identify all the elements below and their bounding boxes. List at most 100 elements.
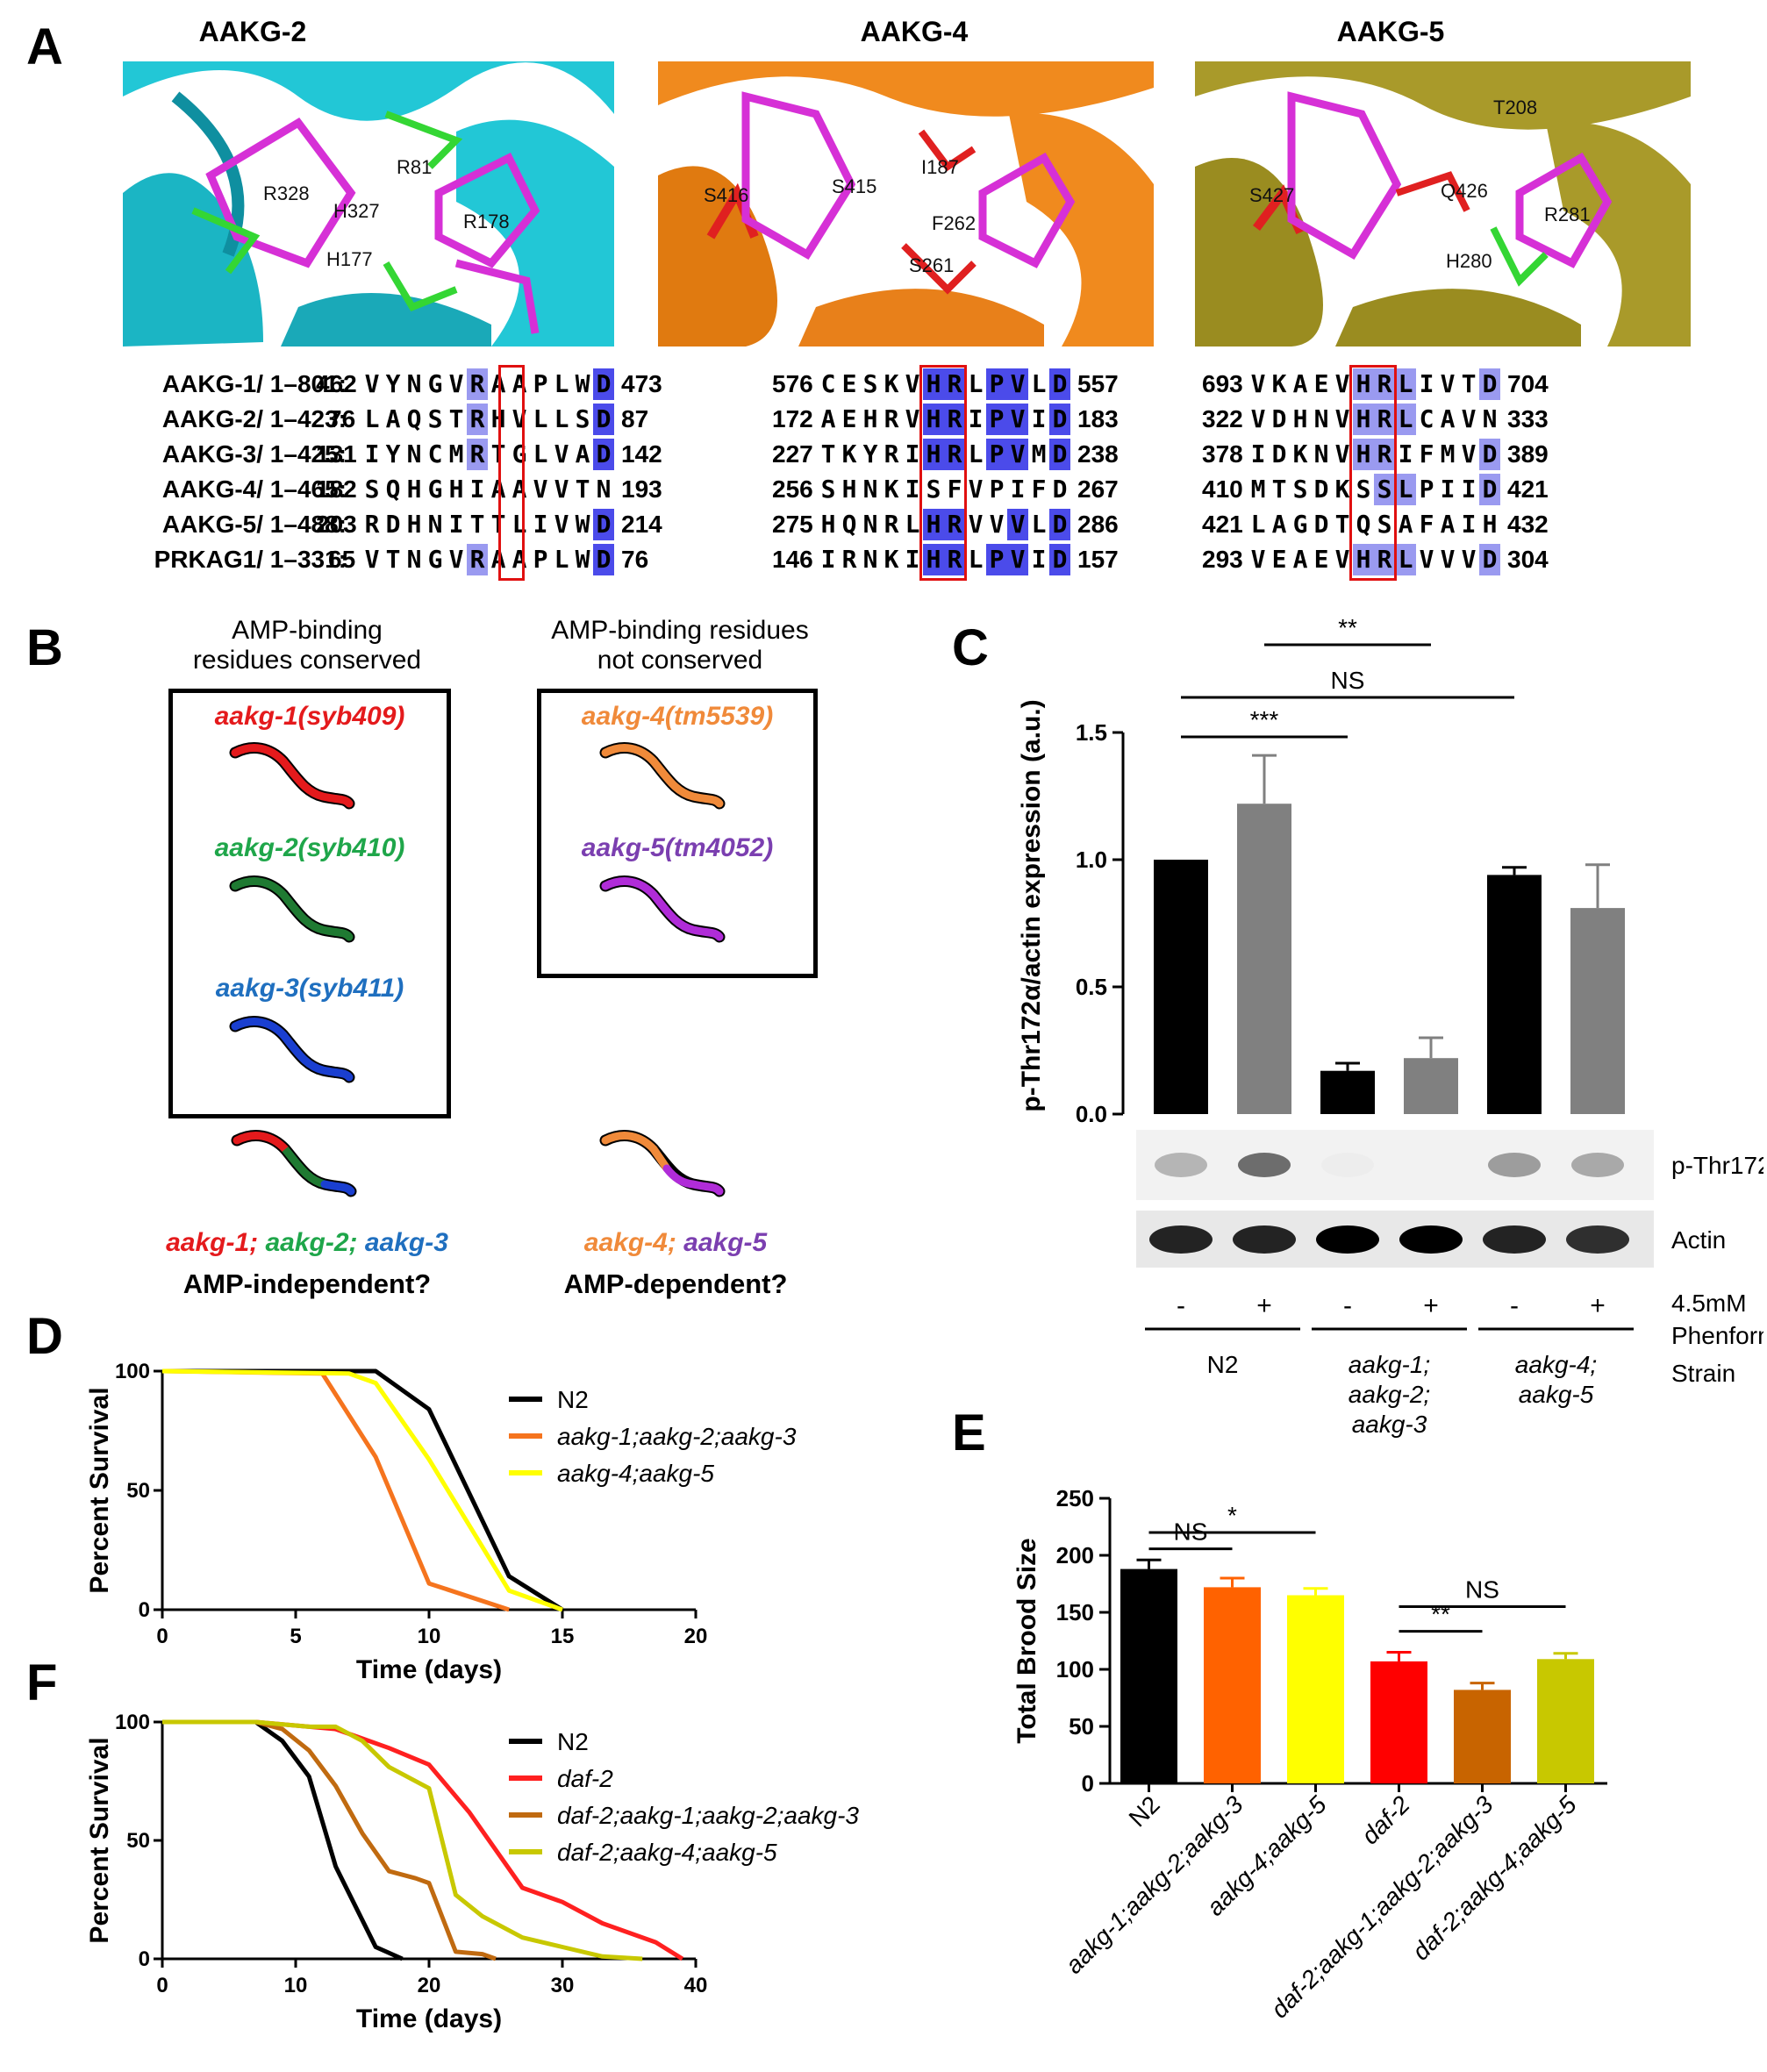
amino-acid: T (385, 545, 401, 574)
amino-acid: I (905, 439, 920, 468)
amino-acid: A (1398, 510, 1413, 539)
amino-acid: A (575, 439, 590, 468)
amino-acid: V (1440, 545, 1456, 574)
alignment-row-name: AAKG-2/ 1–423: (161, 405, 347, 432)
residue-label: R81 (397, 156, 433, 178)
amino-acid: H (862, 404, 878, 433)
alignment-start-position: 322 (1202, 405, 1243, 432)
amino-acid: P (986, 439, 1007, 470)
amino-acid: E (1313, 369, 1329, 398)
category-label: N2 (1124, 1790, 1165, 1832)
amino-acid: P (533, 545, 548, 574)
amino-acid: N (862, 510, 878, 539)
alignment-end-position: 214 (621, 511, 662, 538)
amino-acid: E (1271, 545, 1287, 574)
alignment-start-position: 693 (1202, 370, 1243, 397)
blot-band (1238, 1153, 1291, 1177)
alignment-row-name: AAKG-1/ 1–801: (161, 370, 347, 397)
amino-acid: I (448, 510, 464, 539)
amino-acid: V (1007, 439, 1028, 470)
legend-entry: daf-2;aakg-1;aakg-2;aakg-3 (557, 1802, 859, 1829)
panel-label-d: D (26, 1308, 63, 1365)
amino-acid: I (1419, 369, 1434, 398)
strain-label: aakg-1; (1348, 1351, 1430, 1378)
amino-acid: D (1052, 475, 1068, 504)
significance-label: NS (1331, 667, 1365, 694)
worm-icon (605, 748, 719, 804)
alignment-end-position: 389 (1507, 440, 1549, 468)
amino-acid: N (862, 545, 878, 574)
blot-band (1488, 1153, 1541, 1177)
chart-f-survival: 0 50 100 0 10 20 30 40 Time (days) Percent Surviv… (85, 1711, 859, 2033)
panel-label-e: E (952, 1404, 986, 1461)
y-tick-label: 100 (1056, 1656, 1094, 1683)
alignment-row-name: AAKG-3/ 1–425: (161, 440, 347, 468)
amino-acid: E (841, 404, 857, 433)
amino-acid: V (554, 439, 569, 468)
combo-aakg4: aakg-4; (583, 1228, 676, 1257)
conserved-residue-box (919, 365, 967, 581)
amino-acid: D (1271, 404, 1287, 433)
alignment-row: AAKG-3/ 1–425: 131 I Y N C M R T G L V A D 142 227 T K Y R I… (35, 439, 1728, 474)
amino-acid: D (1049, 544, 1070, 575)
alignment-end-position: 238 (1077, 440, 1119, 468)
amino-acid: V (1007, 404, 1028, 435)
amino-acid: V (1334, 439, 1350, 468)
amino-acid: L (905, 510, 920, 539)
amino-acid: S (926, 475, 941, 504)
amino-acid: D (1479, 368, 1500, 400)
alignment-end-position: 193 (621, 475, 662, 503)
legend-entry: daf-2;aakg-4;aakg-5 (557, 1839, 777, 1866)
alignment-start-position: 65 (328, 546, 356, 573)
panel-label-b: B (26, 619, 63, 676)
y-tick-label: 0.5 (1076, 974, 1107, 1000)
amino-acid: R (467, 368, 488, 400)
amino-acid: I (1440, 475, 1456, 504)
amino-acid: L (1395, 404, 1416, 435)
x-tick-label: 0 (156, 1625, 168, 1648)
amino-acid: N (406, 369, 422, 398)
amino-acid: S (1356, 475, 1371, 504)
y-tick-label: 0 (1082, 1770, 1094, 1797)
amino-acid: V (989, 510, 1005, 539)
amino-acid: V (1461, 439, 1477, 468)
amino-acid: V (1250, 369, 1266, 398)
amino-acid: V (1334, 545, 1350, 574)
panel-label-c: C (952, 619, 989, 676)
alignment-end-position: 432 (1507, 511, 1549, 538)
bar (1404, 1058, 1458, 1114)
treatment-label: 4.5mM (1671, 1290, 1747, 1317)
amino-acid: D (1049, 368, 1070, 400)
amino-acid: Q (841, 510, 857, 539)
y-tick-label: 1.5 (1076, 719, 1107, 746)
bar (1120, 1568, 1177, 1783)
conserved-residue-box (498, 365, 525, 581)
amino-acid: H (841, 475, 857, 504)
blot-band (1149, 1225, 1213, 1254)
amino-acid: Q (406, 404, 422, 433)
blot-band (1399, 1225, 1463, 1254)
amino-acid: K (884, 545, 899, 574)
blot-band (1321, 1153, 1374, 1177)
chart-d-survival: 0 50 100 0 5 10 15 20 Time (days) Percent Surviva… (85, 1360, 797, 1684)
treatment-sign: + (1590, 1291, 1606, 1320)
residue-label: S415 (832, 175, 877, 197)
y-tick-label: 50 (1069, 1713, 1094, 1740)
residue-label: H280 (1446, 250, 1492, 272)
alignment-end-position: 286 (1077, 511, 1119, 538)
alignment-start-position: 275 (772, 511, 813, 538)
legend-entry: N2 (557, 1728, 589, 1755)
amino-acid: R (1374, 544, 1395, 575)
amino-acid: F (947, 475, 962, 504)
double-mutant-worm-icon (605, 1136, 719, 1191)
worm-icon (235, 1022, 349, 1077)
amino-acid: I (1010, 475, 1026, 504)
alignment-start-position: 462 (316, 370, 357, 397)
amino-acid: A (385, 404, 401, 433)
amino-acid: V (1250, 404, 1266, 433)
amino-acid: V (533, 475, 548, 504)
